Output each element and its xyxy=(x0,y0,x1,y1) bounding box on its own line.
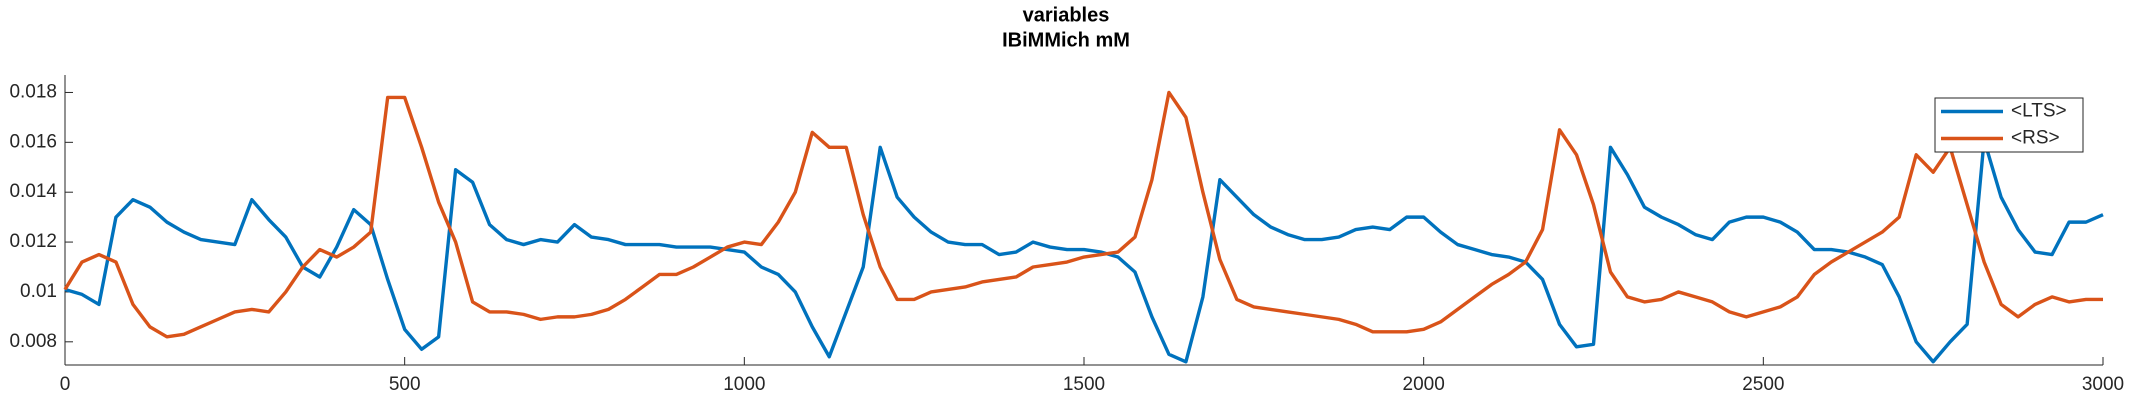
x-tick-label: 2000 xyxy=(1403,374,1445,395)
x-tick-label: 0 xyxy=(60,374,71,395)
legend-box xyxy=(1934,97,2084,153)
series-line xyxy=(64,138,2104,364)
x-tick-label: 1500 xyxy=(1063,374,1105,395)
x-tick-label: 2500 xyxy=(1742,374,1784,395)
y-tick-label: 0.01 xyxy=(20,281,57,302)
legend-label: <RS> xyxy=(2011,128,2060,149)
y-tick-label: 0.008 xyxy=(9,331,57,352)
series-line xyxy=(63,90,2103,339)
y-tick-label: 0.016 xyxy=(9,131,57,152)
legend: <LTS> <RS> xyxy=(1934,97,2084,153)
legend-label: <LTS> xyxy=(2011,101,2067,122)
x-tick-label: 1000 xyxy=(723,374,765,395)
y-tick-label: 0.012 xyxy=(9,231,57,252)
x-tick-label: 3000 xyxy=(2082,374,2124,395)
y-tick-label: 0.014 xyxy=(9,181,57,202)
y-tick-label: 0.018 xyxy=(9,81,57,102)
x-tick-label: 500 xyxy=(389,374,421,395)
chart-title: variables xyxy=(1023,4,1110,26)
chart-subtitle: IBiMMich mM xyxy=(1002,29,1130,51)
